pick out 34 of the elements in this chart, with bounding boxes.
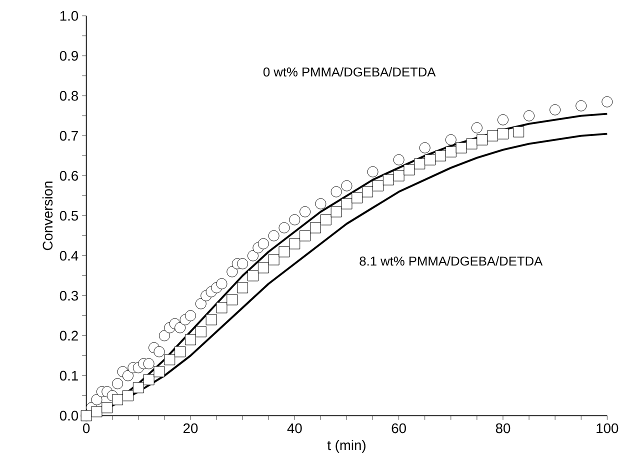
x-axis-title: t (min) bbox=[327, 440, 366, 453]
y-tick-label: 0.0 bbox=[60, 410, 78, 420]
point bbox=[164, 354, 176, 366]
y-tick-label: 0.1 bbox=[60, 370, 78, 381]
y-tick-label: 0.7 bbox=[60, 130, 78, 141]
y-axis-title: Conversion bbox=[42, 182, 53, 250]
x-tick-label: 80 bbox=[496, 423, 510, 434]
y-tick-label: 0.8 bbox=[60, 90, 78, 101]
y-tick-label: 0.2 bbox=[60, 330, 78, 341]
annotation: 0 wt% PMMA/DGEBA/DETDA bbox=[263, 67, 436, 76]
x-tick-label: 20 bbox=[183, 423, 198, 434]
point bbox=[91, 406, 102, 418]
point bbox=[466, 138, 478, 150]
point bbox=[498, 128, 508, 140]
y-tick-label: 0.4 bbox=[60, 250, 78, 261]
x-tick-label: 40 bbox=[287, 423, 302, 434]
y-tick-label: 0.5 bbox=[60, 210, 78, 221]
point bbox=[112, 394, 124, 406]
x-tick-label: 60 bbox=[392, 423, 406, 434]
point bbox=[237, 258, 248, 270]
x-tick-label: 100 bbox=[596, 423, 618, 434]
point bbox=[132, 382, 144, 394]
point bbox=[102, 402, 113, 414]
point bbox=[143, 374, 154, 386]
point bbox=[143, 358, 154, 370]
point bbox=[476, 134, 488, 146]
y-tick-label: 1.0 bbox=[60, 10, 78, 21]
y-tick-label: 0.3 bbox=[60, 290, 78, 301]
point bbox=[487, 130, 498, 142]
point bbox=[122, 390, 134, 402]
y-tick-label: 0.6 bbox=[60, 170, 78, 181]
annotation: 8.1 wt% PMMA/DGEBA/DETDA bbox=[360, 256, 543, 266]
x-tick-label: 0 bbox=[83, 423, 90, 434]
y-tick-label: 0.9 bbox=[60, 50, 78, 61]
